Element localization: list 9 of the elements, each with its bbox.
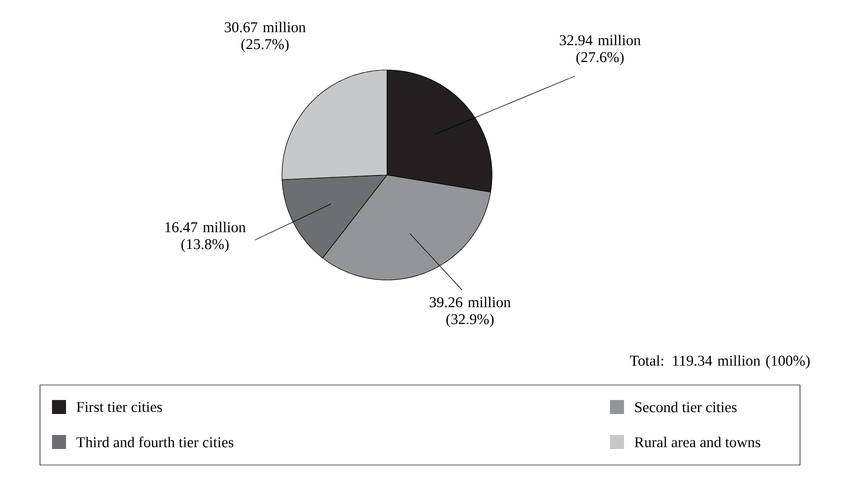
legend-label: Rural area and towns (634, 436, 760, 448)
data-label: 32.94 million (27.6%) (560, 34, 641, 66)
data-label: 16.47 million (13.8%) (165, 222, 246, 252)
legend-label: Third and fourth tier cities (76, 436, 234, 448)
text: Total: 119.34 million (100%) (630, 355, 810, 369)
data-label: 30.67 million (25.7%) (224, 22, 306, 52)
legend-label: Second tier cities (635, 402, 737, 412)
data-label: 39.26 million (32.9%) (430, 296, 511, 328)
legend-label: First tier cities (76, 402, 162, 412)
